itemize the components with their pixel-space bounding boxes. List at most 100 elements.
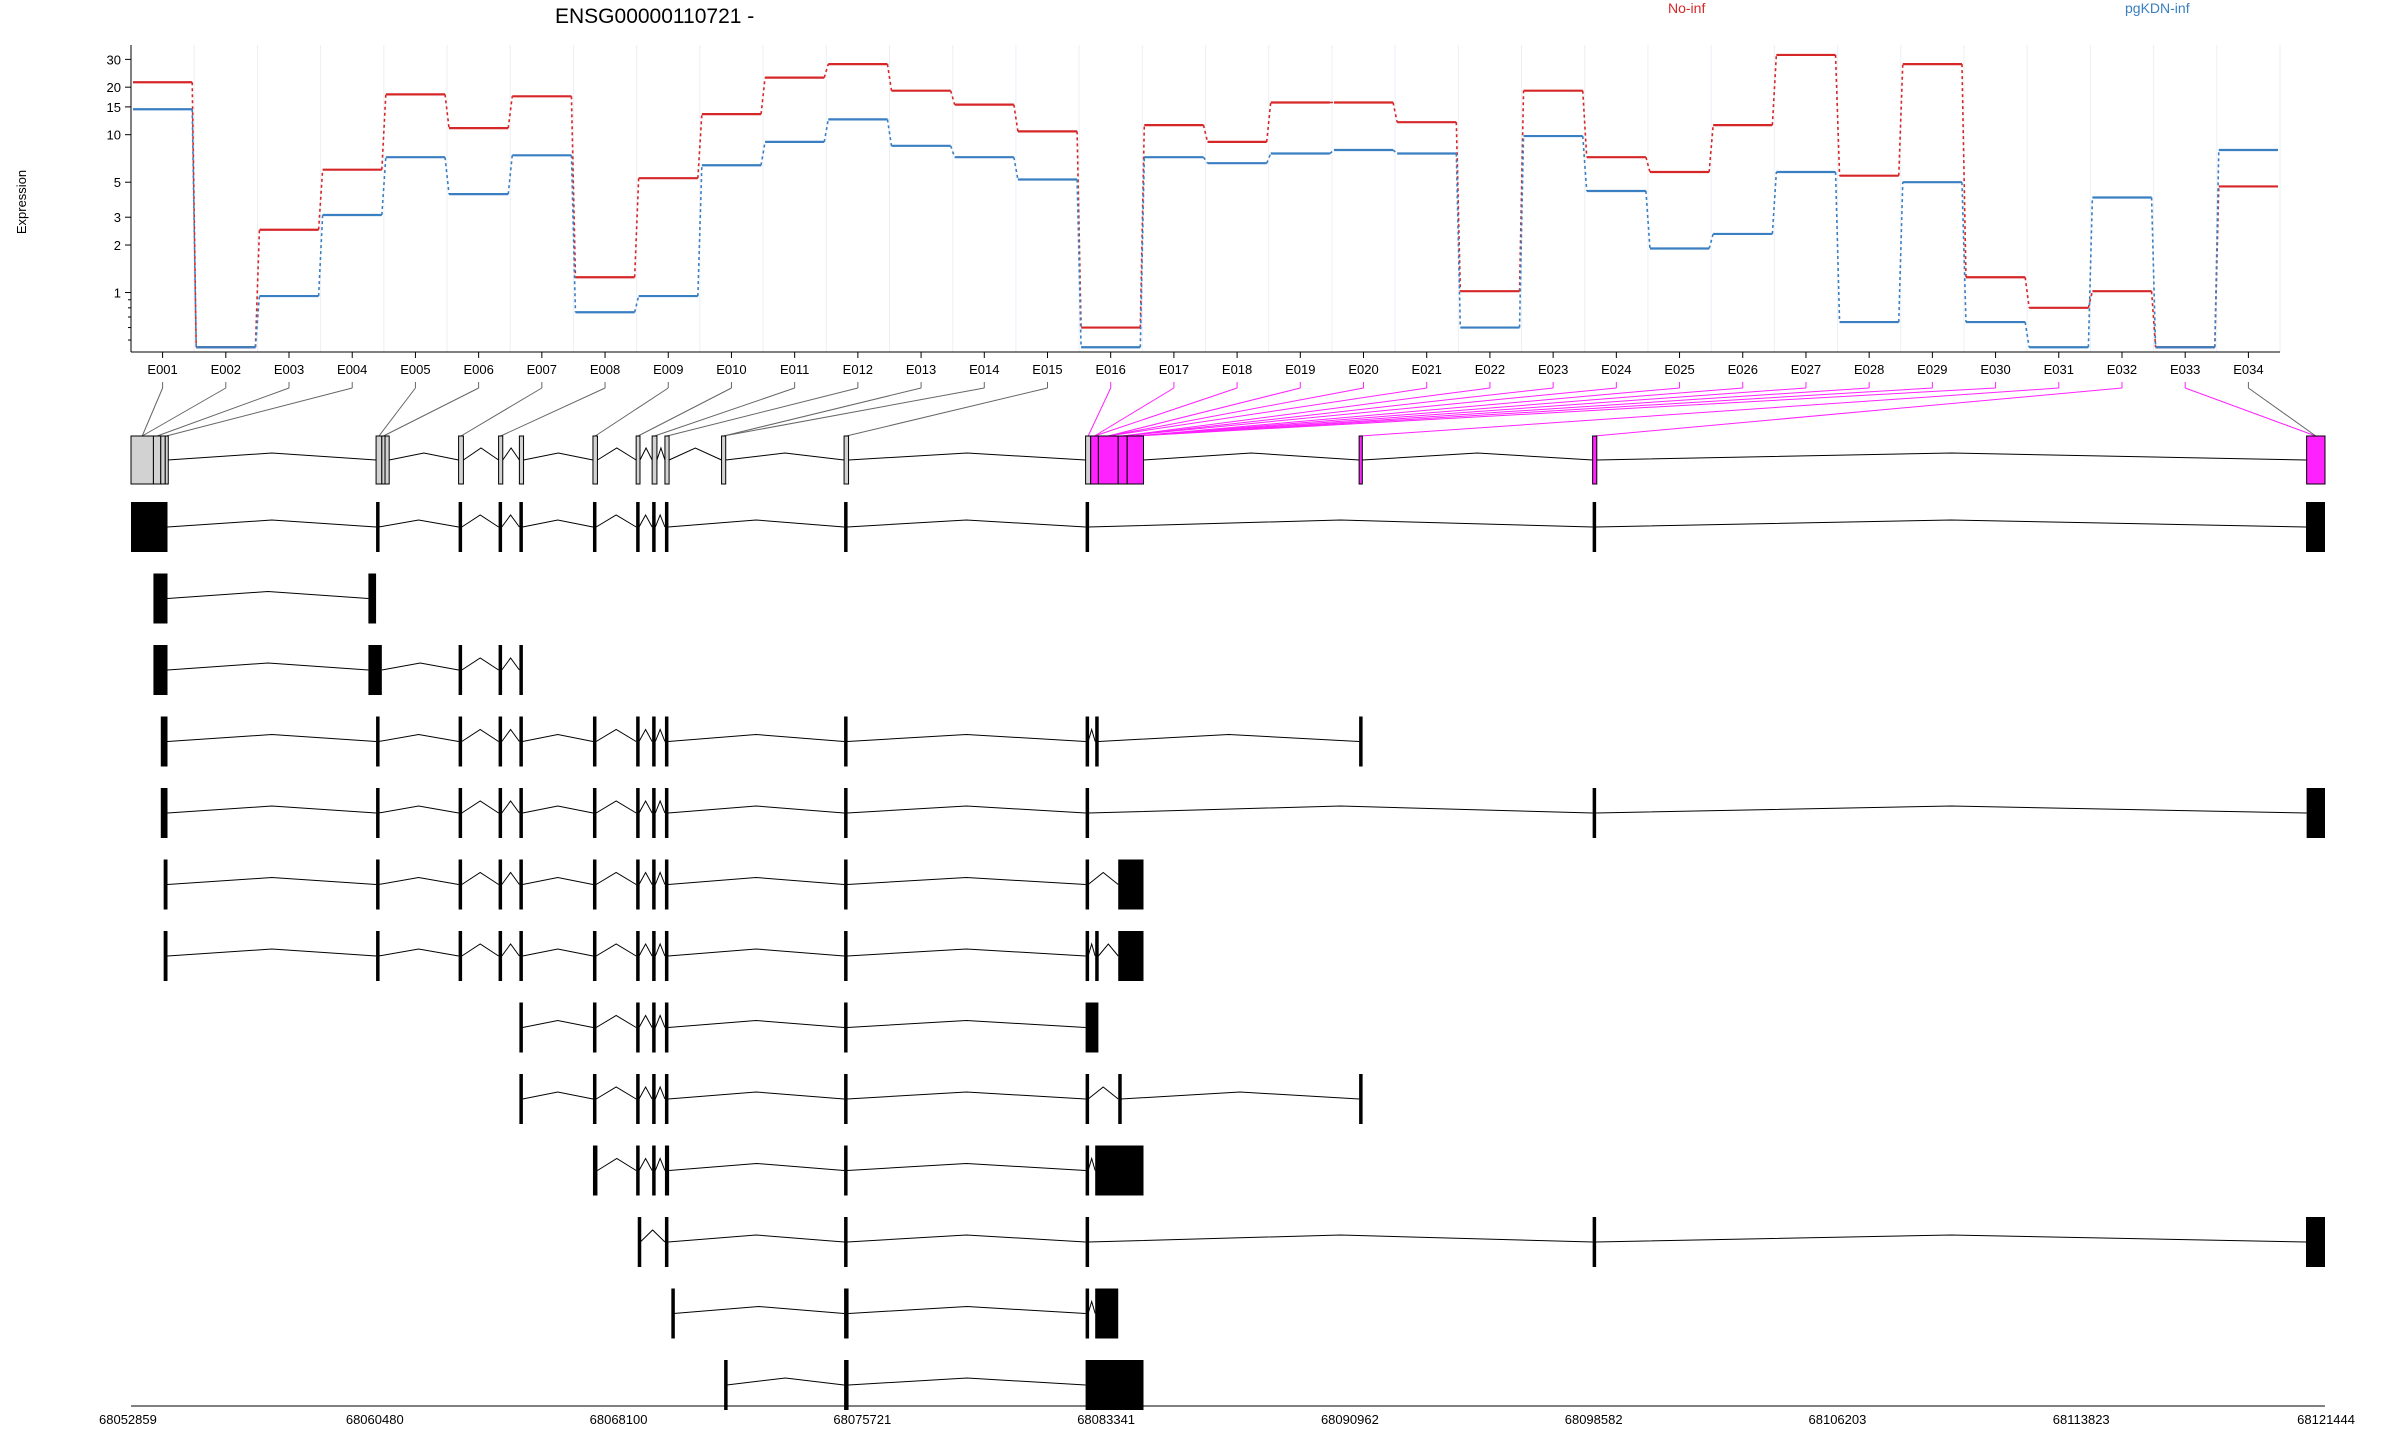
series-connector: [2024, 321, 2030, 348]
exon-block: [1095, 931, 1099, 981]
exon-block: [1085, 1074, 1090, 1124]
intron-line: [1120, 1091, 1360, 1100]
intron-line: [668, 519, 845, 528]
exon-block: [652, 502, 656, 552]
exon-block: [844, 931, 848, 981]
intron-line: [1087, 871, 1119, 885]
exon-mapping-line: [1108, 387, 1427, 437]
intron-line: [654, 728, 666, 742]
exon-mapping-line: [1135, 387, 1996, 437]
intron-line: [595, 800, 637, 814]
exon-mapping-line: [1108, 387, 1301, 437]
series-connector: [1834, 172, 1841, 323]
series-connector: [507, 155, 514, 195]
exon-block: [652, 1002, 656, 1053]
x-tick-label: E029: [1917, 362, 1947, 377]
legend-entry-pgkdn-inf: pgKDN-inf: [2125, 0, 2190, 16]
series-connector: [1076, 179, 1082, 348]
intron-line: [668, 1019, 845, 1028]
y-axis-label: Expression: [14, 170, 29, 234]
x-tick-label: E003: [274, 362, 304, 377]
intron-line: [726, 1377, 845, 1386]
intron-line: [522, 805, 594, 814]
exon-block: [376, 859, 380, 910]
intron-line: [654, 942, 666, 957]
intron-line: [1087, 1086, 1119, 1100]
exon-block: [368, 645, 382, 695]
series-connector: [949, 90, 956, 105]
intron-line: [522, 876, 594, 885]
x-tick-label: E020: [1348, 362, 1378, 377]
y-tick-label: 20: [107, 80, 121, 95]
intron-line: [461, 514, 499, 528]
series-connector: [1329, 149, 1335, 155]
intron-line: [668, 733, 845, 742]
exon-block: [376, 502, 380, 552]
intron-line: [668, 447, 722, 461]
exon-block: [519, 1002, 523, 1053]
series-connector: [2150, 197, 2157, 348]
exon-block: [664, 788, 669, 838]
intron-line: [595, 728, 637, 742]
exon-block: [637, 1217, 642, 1267]
exon-block: [664, 1217, 669, 1267]
x-tick-label: E026: [1728, 362, 1758, 377]
intron-line: [847, 519, 1086, 528]
exon-block: [652, 716, 656, 767]
exon-mapping-line: [637, 387, 732, 437]
intron-line: [1362, 452, 1593, 461]
intron-line: [522, 1019, 594, 1028]
intron-line: [638, 1157, 653, 1171]
exon-block: [519, 716, 523, 767]
intron-line: [167, 519, 377, 528]
exon-mapping-line: [383, 387, 479, 437]
intron-line: [461, 728, 499, 742]
exon-block: [844, 502, 848, 552]
intron-line: [463, 447, 499, 461]
exon-block: [636, 1002, 640, 1053]
exon-block: [636, 716, 640, 767]
intron-line: [848, 1305, 1086, 1314]
x-tick-label: E032: [2107, 362, 2137, 377]
series-connector: [1771, 171, 1778, 235]
transcript-track: [519, 1002, 1099, 1053]
series-connector: [254, 295, 261, 348]
intron-line: [654, 513, 666, 528]
exon-block: [652, 931, 656, 981]
exon-block: [519, 502, 523, 552]
exon-block: [664, 931, 669, 981]
intron-line: [668, 1234, 845, 1243]
series-connector: [570, 155, 577, 313]
exon-block: [1359, 716, 1363, 767]
exon-mapping-line: [141, 387, 227, 437]
x-tick-label: E009: [653, 362, 683, 377]
transcript-tracks: [131, 502, 2325, 1410]
exon-block: [721, 435, 727, 485]
exon-mapping-line: [1122, 387, 1554, 437]
exon-block: [376, 788, 380, 838]
intron-line: [638, 871, 653, 885]
exon-block: [724, 1360, 728, 1410]
transcript-track: [724, 1360, 1144, 1410]
exon-block: [458, 502, 463, 552]
exon-block: [519, 859, 523, 910]
exon-mapping-line: [1135, 387, 1806, 437]
exon-block: [498, 435, 504, 485]
intron-line: [847, 948, 1086, 957]
legend-entry-no-inf: No-inf: [1668, 0, 1705, 16]
series-connector: [570, 96, 577, 278]
exon-block: [1085, 1217, 1090, 1267]
exon-block: [384, 435, 390, 485]
exon-block: [164, 435, 169, 485]
intron-line: [1595, 519, 2307, 528]
series-connector: [2213, 149, 2220, 348]
intron-line: [1087, 942, 1096, 957]
exon-block: [1085, 502, 1090, 552]
exon-block: [163, 859, 168, 910]
x-tick-label: E014: [969, 362, 999, 377]
exon-block: [844, 1002, 848, 1053]
intron-line: [639, 1229, 666, 1243]
intron-line: [668, 1091, 845, 1100]
series-connector: [254, 229, 261, 348]
intron-line: [638, 728, 653, 742]
